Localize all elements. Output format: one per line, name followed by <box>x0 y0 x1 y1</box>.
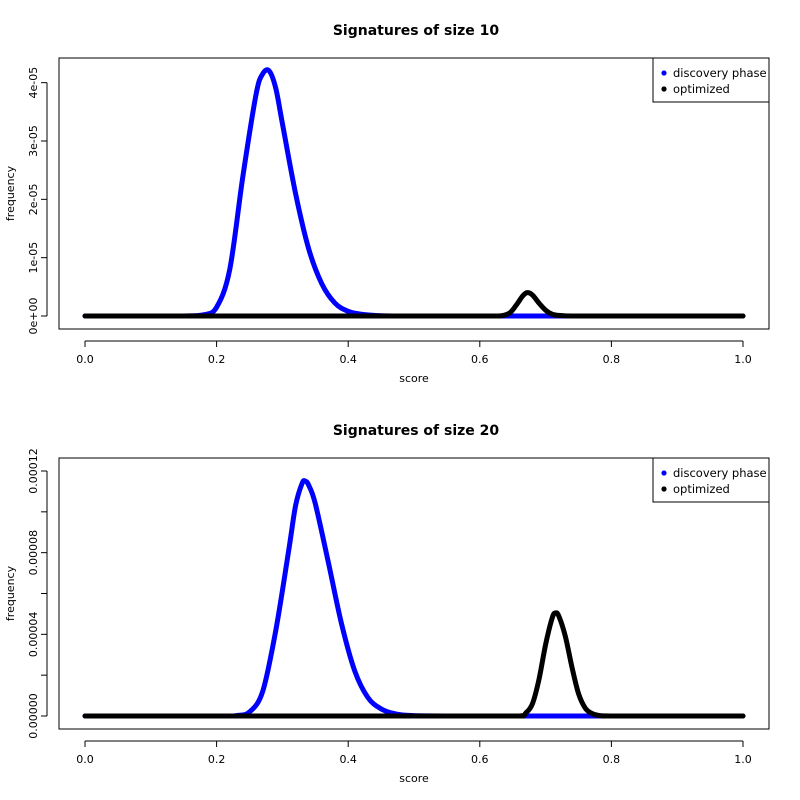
plot-frame <box>58 457 770 730</box>
chart-panel-1: Signatures of size 10 score frequency 0.0 0.… <box>4 23 770 385</box>
y-tick-label: 4e-05 <box>27 67 40 99</box>
y-tick-label: 0.00008 <box>27 530 40 576</box>
legend-box <box>652 457 770 503</box>
x-tick-label: 0.6 <box>471 353 489 366</box>
x-tick-label: 1.0 <box>734 353 752 366</box>
series-line-optimized <box>82 610 746 719</box>
x-tick-label: 1.0 <box>734 753 752 766</box>
legend-marker <box>661 86 667 92</box>
y-tick-label: 0.00004 <box>27 612 40 658</box>
x-axis-label: score <box>399 772 429 785</box>
legend: discovery phase optimized <box>652 57 770 103</box>
plot-frame <box>58 57 770 330</box>
legend-label: optimized <box>673 482 730 496</box>
x-axis-label: score <box>399 372 429 385</box>
legend-box <box>652 57 770 103</box>
x-tick-label: 0.2 <box>208 353 226 366</box>
y-axis-label: frequency <box>4 565 17 621</box>
x-tick-label: 0.4 <box>339 353 357 366</box>
y-tick-label: 1e-05 <box>27 242 40 274</box>
x-tick-label: 0.2 <box>208 753 226 766</box>
legend-label: discovery phase <box>673 66 767 80</box>
y-axis-label: frequency <box>4 165 17 221</box>
x-tick-label: 0.6 <box>471 753 489 766</box>
legend-label: discovery phase <box>673 466 767 480</box>
legend-marker <box>661 470 667 476</box>
x-tick-label: 0.0 <box>76 753 94 766</box>
legend-marker <box>661 486 667 492</box>
chart-title: Signatures of size 10 <box>333 23 500 39</box>
legend: discovery phase optimized <box>652 457 770 503</box>
chart-title: Signatures of size 20 <box>333 423 500 439</box>
series-line-discovery-phase <box>82 478 746 719</box>
legend-label: optimized <box>673 82 730 96</box>
y-tick-label: 0.00012 <box>27 448 40 494</box>
x-tick-label: 0.0 <box>76 353 94 366</box>
y-tick-label: 2e-05 <box>27 183 40 215</box>
y-tick-label: 0.00000 <box>27 693 40 739</box>
y-tick-label: 3e-05 <box>27 125 40 157</box>
chart-panel-2: Signatures of size 20 score frequency 0.0 0.… <box>4 423 770 785</box>
x-tick-label: 0.4 <box>339 753 357 766</box>
series-line-optimized <box>82 290 746 319</box>
y-tick-label: 0e+00 <box>27 298 40 335</box>
x-tick-label: 0.8 <box>603 753 621 766</box>
legend-marker <box>661 70 667 76</box>
x-tick-label: 0.8 <box>603 353 621 366</box>
series-line-discovery-phase <box>82 67 746 319</box>
